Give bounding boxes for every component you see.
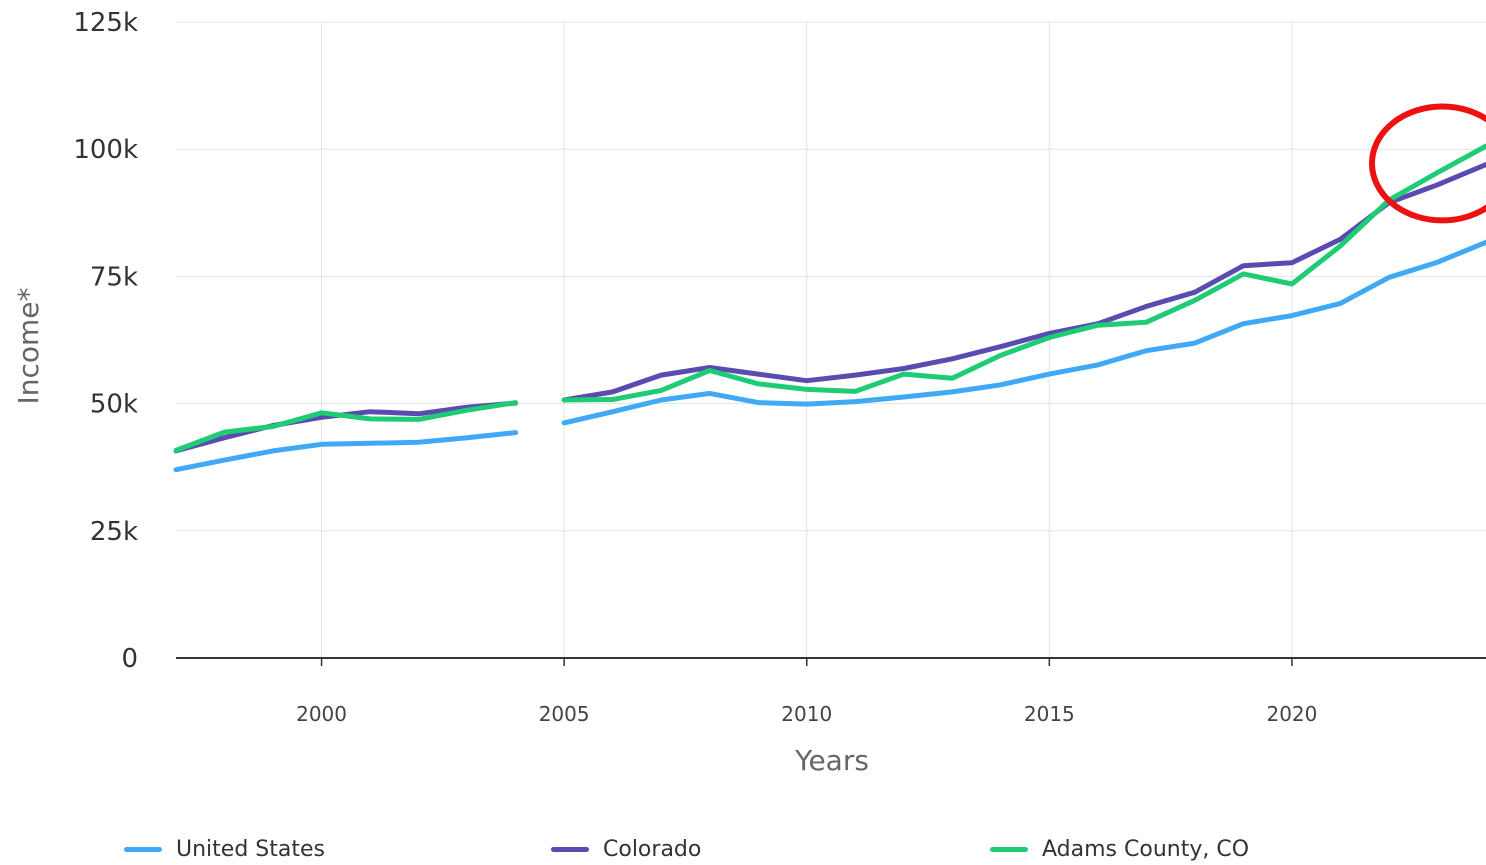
legend-label: United States (176, 837, 325, 862)
y-tick-label: 50k (90, 390, 138, 420)
y-tick-label: 0 (121, 644, 138, 674)
legend-swatch-adams-county (990, 847, 1028, 852)
legend-item-adams-county[interactable]: Adams County, CO (990, 834, 1249, 865)
series-line-united-states (561, 239, 1486, 426)
series-lines (173, 143, 1486, 473)
legend: United States Colorado Adams County, CO (0, 834, 1486, 865)
highlight-circle-annotation (1369, 103, 1486, 224)
annotations (1369, 103, 1486, 224)
x-tick-label: 2010 (781, 702, 832, 726)
legend-label: Adams County, CO (1042, 837, 1250, 862)
series-line-colorado (561, 162, 1486, 403)
y-tick-label: 25k (90, 517, 138, 547)
x-tick-label: 2005 (539, 702, 590, 726)
grid (176, 21, 1486, 658)
series-line-adams-county-co (173, 400, 519, 453)
legend-item-colorado[interactable]: Colorado (551, 834, 701, 865)
y-tick-label: 75k (90, 262, 138, 292)
y-tick-label: 125k (73, 8, 138, 38)
series-line-united-states (173, 430, 519, 473)
y-axis-title: Income* (12, 287, 45, 404)
legend-label: Colorado (603, 837, 702, 862)
legend-swatch-united-states (124, 847, 162, 852)
y-tick-label: 100k (73, 135, 138, 165)
x-tick-label: 2015 (1024, 702, 1075, 726)
axes: 0 25k 50k 75k 100k 125k 2000 2005 2010 2015 2020 (73, 8, 1486, 726)
x-axis-title: Years (794, 744, 869, 777)
legend-item-united-states[interactable]: United States (124, 834, 325, 865)
legend-swatch-colorado (551, 847, 589, 852)
series-line-adams-county-co (561, 143, 1486, 403)
x-tick-label: 2000 (296, 702, 347, 726)
x-tick-label: 2020 (1266, 702, 1317, 726)
